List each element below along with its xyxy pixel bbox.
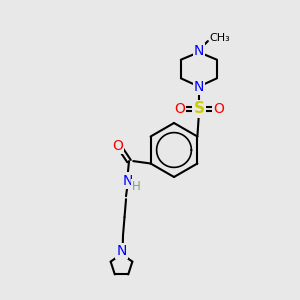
Text: CH₃: CH₃ (209, 33, 230, 43)
Text: O: O (213, 102, 224, 116)
Text: N: N (194, 80, 204, 94)
Text: N: N (122, 174, 133, 188)
Text: O: O (112, 139, 123, 152)
Text: H: H (131, 179, 140, 193)
Text: N: N (116, 244, 127, 258)
Text: O: O (174, 102, 185, 116)
Text: S: S (194, 101, 204, 116)
Text: N: N (194, 44, 204, 58)
